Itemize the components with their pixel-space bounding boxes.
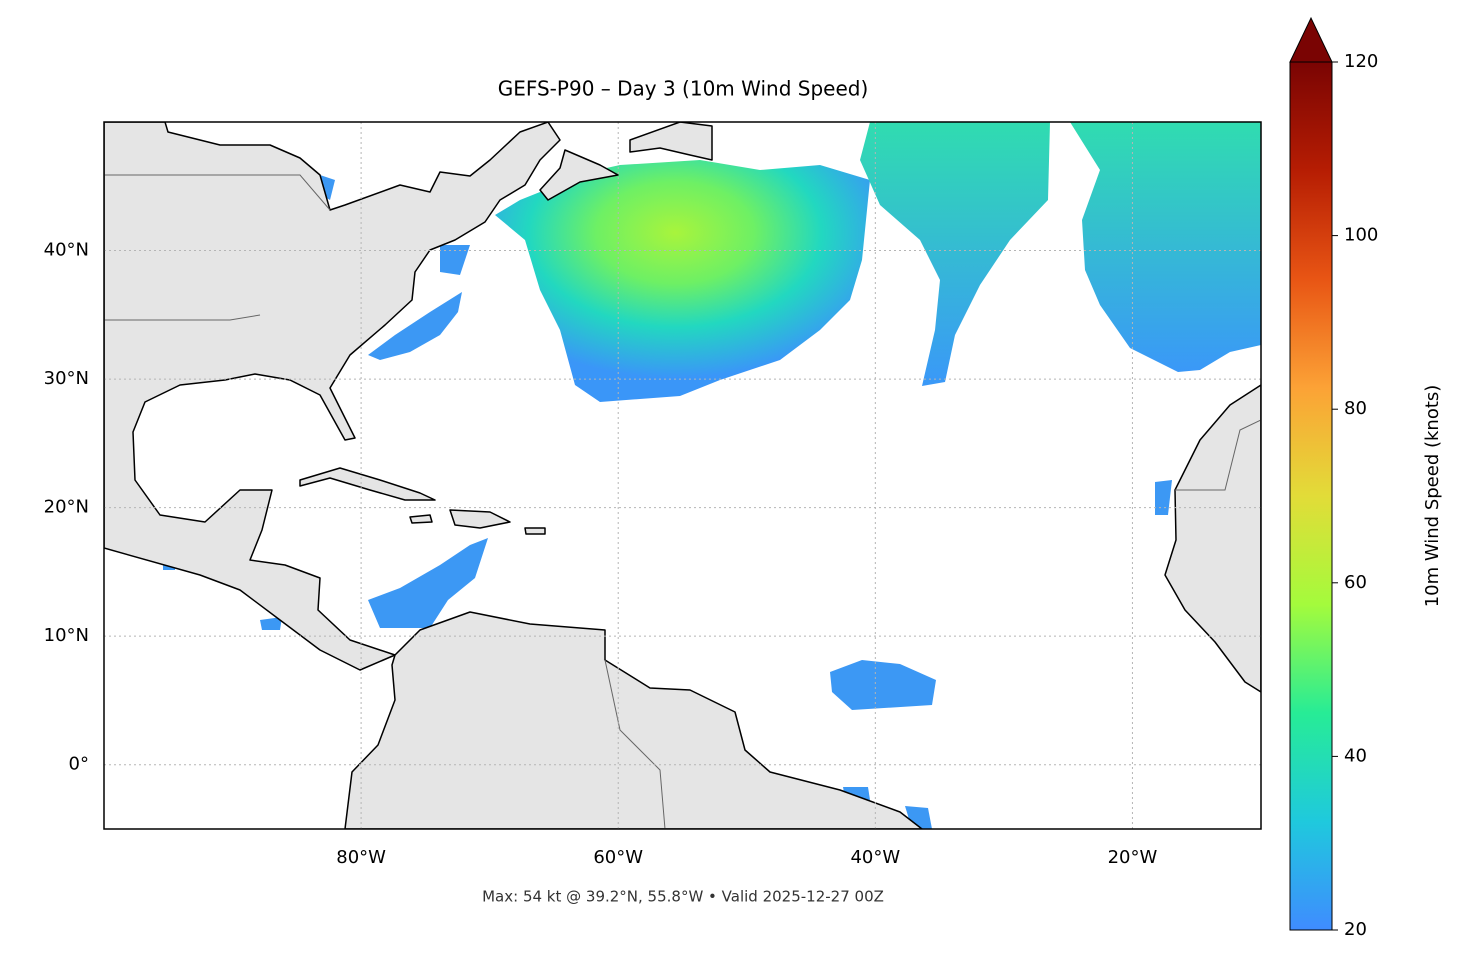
colorbar-tick-label: 40	[1344, 745, 1367, 766]
colorbar-tick-label: 60	[1344, 572, 1367, 593]
border	[104, 314, 261, 321]
title: GEFS-P90 – Day 3 (10m Wind Speed)	[498, 77, 869, 101]
colorbar-tick-label: 20	[1344, 919, 1367, 940]
colorbar-tick-label: 120	[1344, 51, 1378, 72]
lon-tick-label: 40°W	[850, 847, 900, 868]
nova-scotia	[539, 149, 619, 201]
lon-tick-label: 80°W	[336, 847, 386, 868]
border	[104, 174, 331, 211]
border	[604, 659, 666, 829]
colorbar-tick-label: 80	[1344, 398, 1367, 419]
map	[104, 122, 1261, 829]
lat-tick-label: 30°N	[44, 368, 89, 389]
south-america	[344, 611, 923, 829]
colorbar-gradient	[1289, 61, 1333, 931]
wind-area	[440, 245, 470, 275]
lon-tick-label: 20°W	[1108, 847, 1158, 868]
hispaniola	[449, 509, 511, 529]
north-america	[104, 122, 561, 671]
border	[1175, 419, 1261, 491]
wind-field	[163, 122, 1261, 829]
wind-area	[1155, 480, 1172, 515]
wind-area	[860, 122, 1050, 386]
cuba	[299, 467, 436, 501]
land	[104, 122, 1261, 829]
lon-tick-label: 60°W	[593, 847, 643, 868]
wind-area	[368, 292, 462, 360]
lat-tick-label: 0°	[69, 754, 89, 775]
wind-area	[495, 160, 870, 402]
colorbar-label: 10m Wind Speed (knots)	[1422, 385, 1443, 608]
lat-tick-label: 20°N	[44, 497, 89, 518]
footer-note: Max: 54 kt @ 39.2°N, 55.8°W • Valid 2025…	[482, 888, 884, 906]
colorbar-tick-label: 100	[1344, 225, 1378, 246]
colorbar: 10m Wind Speed (knots) 20 40 60 80 100 120	[1289, 16, 1443, 940]
wind-area	[830, 660, 936, 710]
africa	[1164, 384, 1261, 693]
lat-tick-label: 40°N	[44, 240, 89, 261]
lat-tick-label: 10°N	[44, 625, 89, 646]
map-frame	[103, 121, 1262, 830]
wind-area	[368, 538, 488, 628]
jamaica	[409, 514, 433, 524]
wind-area	[1070, 122, 1261, 372]
wind-area	[260, 617, 282, 630]
puerto-rico	[524, 527, 546, 535]
colorbar-extend	[1289, 16, 1333, 63]
